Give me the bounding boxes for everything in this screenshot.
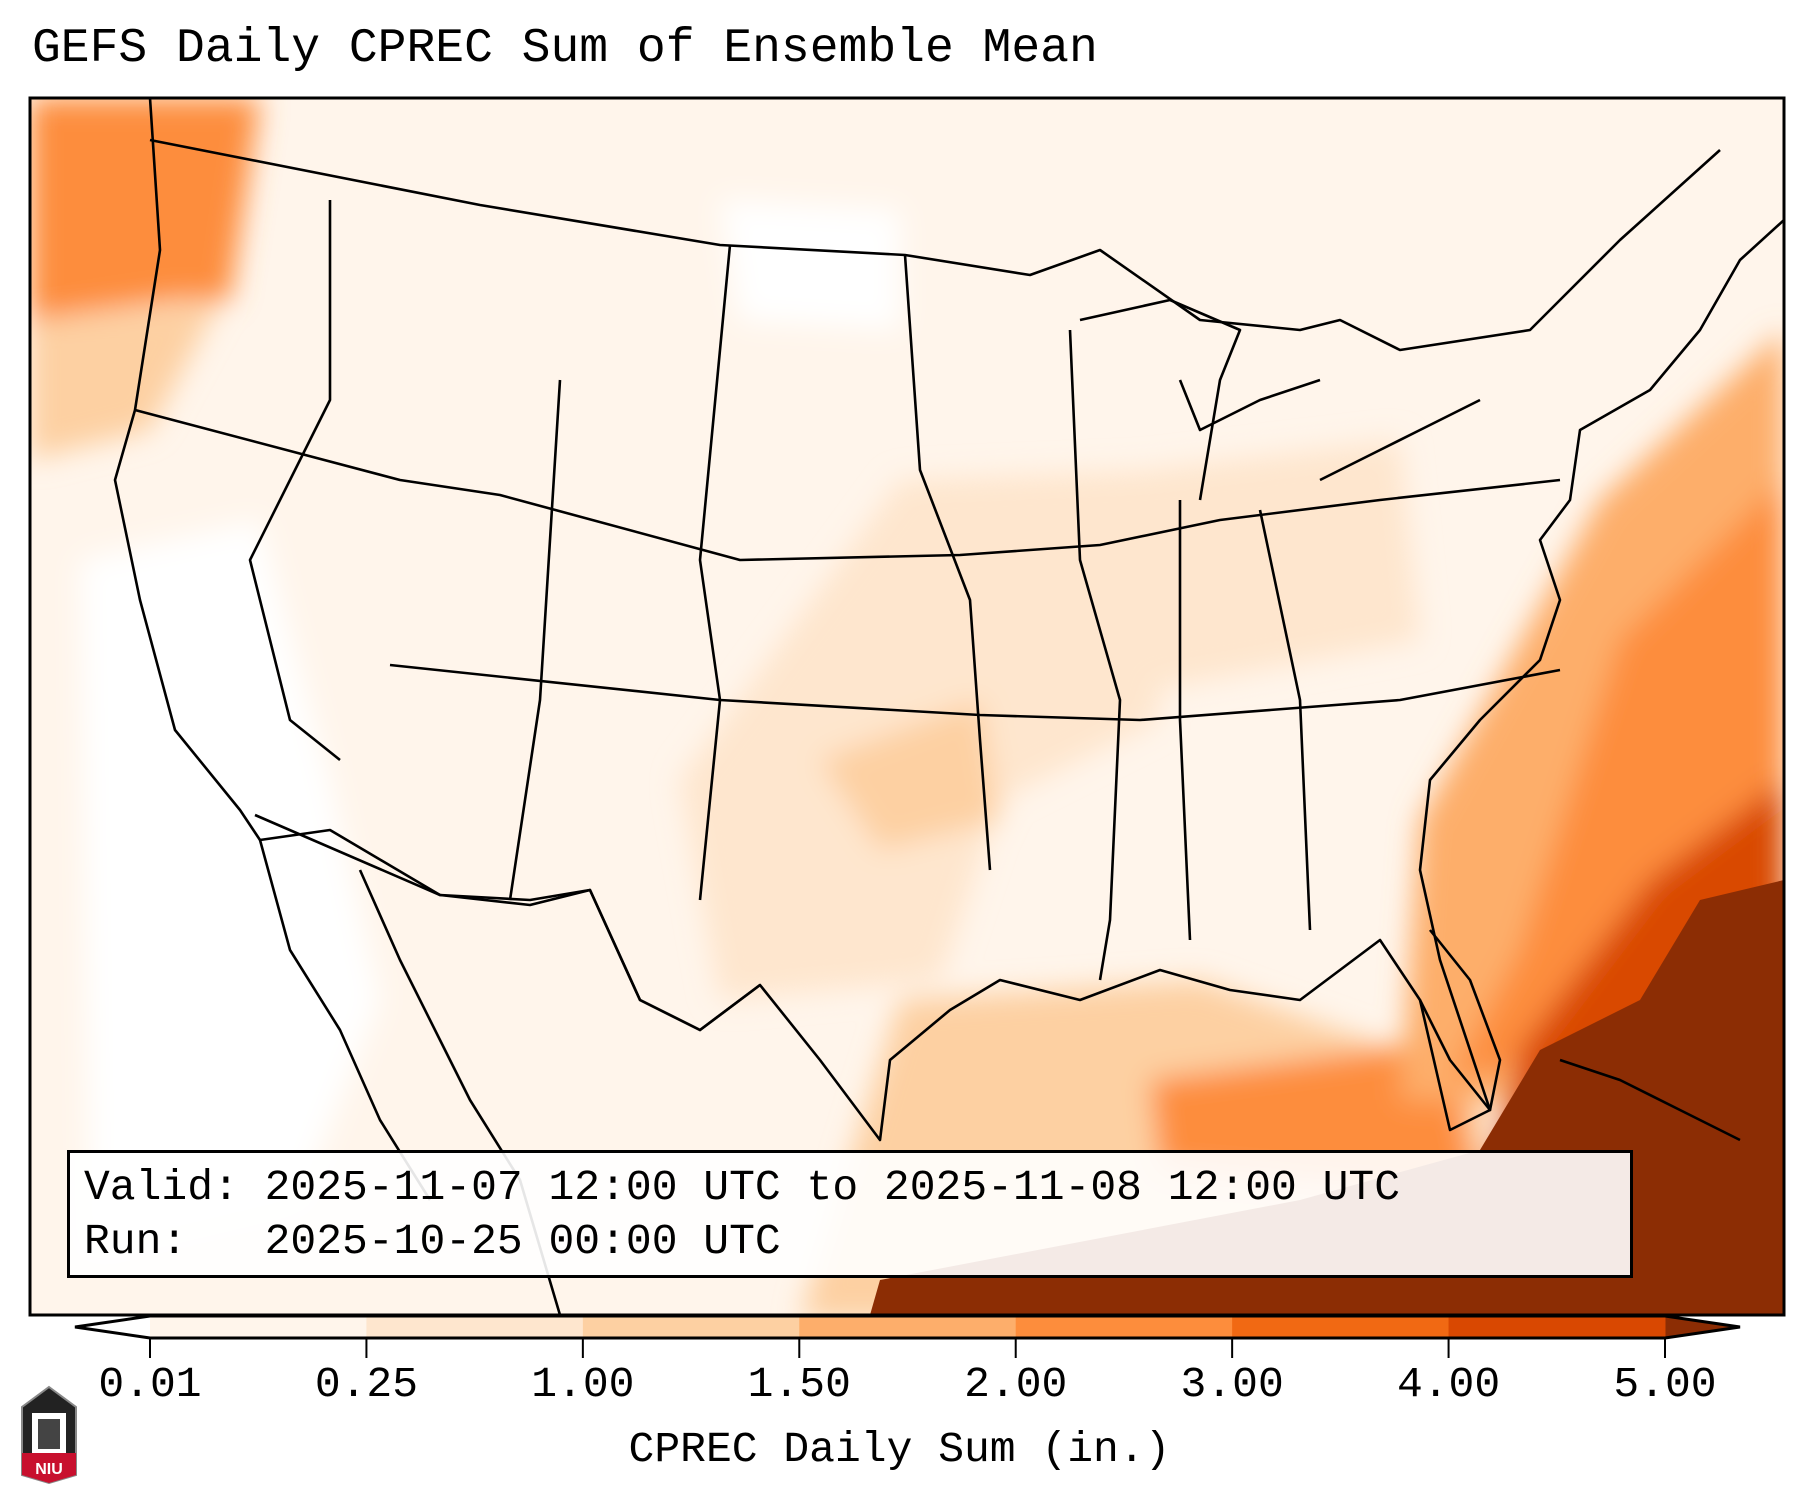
state-line-1 bbox=[134, 408, 1561, 562]
cuba bbox=[1559, 1058, 1741, 1142]
colorbar-segment bbox=[366, 1316, 584, 1338]
baja-coast bbox=[258, 839, 432, 1201]
colorbar-label: CPREC Daily Sum (in.) bbox=[0, 1425, 1803, 1474]
dry-area-dakotas bbox=[720, 200, 900, 330]
niu-logo: NIU bbox=[21, 1385, 77, 1485]
state-line-5 bbox=[698, 244, 732, 901]
colorbar-segment bbox=[1448, 1316, 1666, 1338]
colorbar-tick-label: 4.00 bbox=[1396, 1360, 1501, 1409]
run-time: Run: 2025-10-25 00:00 UTC bbox=[84, 1217, 781, 1266]
colorbar-under-extension bbox=[75, 1316, 150, 1338]
great-lakes bbox=[1079, 298, 1481, 501]
colorbar-segment bbox=[799, 1316, 1017, 1338]
coastline-and-borders bbox=[113, 98, 1784, 1315]
colorbar-tick-label: 0.01 bbox=[98, 1360, 202, 1409]
chart-title: GEFS Daily CPREC Sum of Ensemble Mean bbox=[32, 22, 1098, 76]
colorbar bbox=[74, 1314, 1741, 1358]
pnw-coast-mid bbox=[30, 300, 220, 460]
state-line-8 bbox=[1178, 500, 1192, 941]
colorbar-over-extension bbox=[1665, 1316, 1740, 1338]
colorbar-segment bbox=[1015, 1316, 1233, 1338]
state-line-9 bbox=[1258, 509, 1312, 931]
colorbar-tick-label: 2.00 bbox=[964, 1360, 1068, 1409]
canada-border bbox=[149, 138, 1721, 352]
colorbar-tick-label: 0.25 bbox=[314, 1360, 419, 1409]
state-line-3 bbox=[248, 200, 341, 762]
colorbar-tick-label: 5.00 bbox=[1613, 1360, 1717, 1409]
colorbar-tick-label: 1.50 bbox=[747, 1360, 851, 1409]
state-line-2 bbox=[389, 663, 1561, 722]
state-line-7 bbox=[1068, 329, 1122, 981]
colorbar-tick-label: 3.00 bbox=[1180, 1360, 1284, 1409]
valid-time: Valid: 2025-11-07 12:00 UTC to 2025-11-0… bbox=[84, 1163, 1401, 1212]
state-line-6 bbox=[903, 254, 992, 871]
colorbar-tick-label: 1.00 bbox=[531, 1360, 635, 1409]
colorbar-label-text: CPREC Daily Sum (in.) bbox=[628, 1425, 1171, 1474]
florida bbox=[1418, 929, 1502, 1112]
info-box: Valid: 2025-11-07 12:00 UTC to 2025-11-0… bbox=[67, 1150, 1633, 1278]
state-line-4 bbox=[508, 379, 562, 901]
mexico-border bbox=[254, 813, 761, 1032]
colorbar-segment bbox=[150, 1316, 367, 1338]
colorbar-segment bbox=[582, 1316, 800, 1338]
moderate-area-oklahoma bbox=[820, 700, 1000, 850]
svg-text:NIU: NIU bbox=[35, 1461, 63, 1478]
dry-area-west bbox=[80, 520, 380, 1250]
colorbar-segment bbox=[1232, 1316, 1450, 1338]
pnw-coast-heavy bbox=[30, 98, 260, 320]
us-outline bbox=[113, 98, 1784, 1142]
